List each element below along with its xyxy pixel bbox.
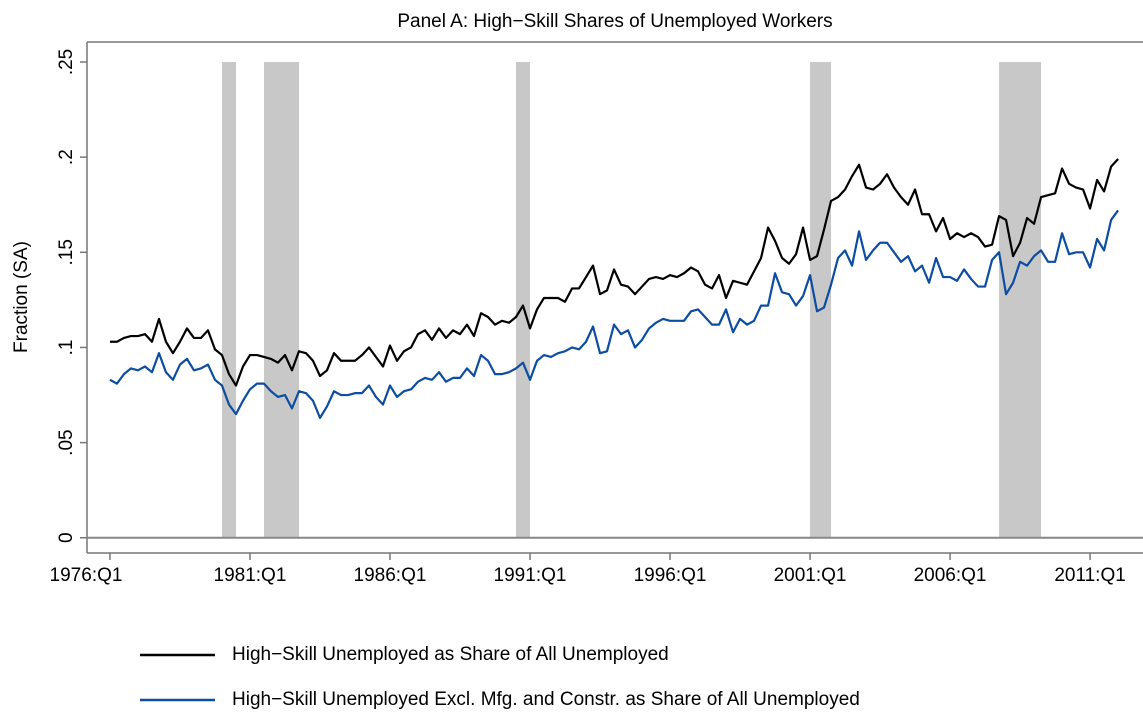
series-line (109, 209, 1119, 419)
legend-label: High−Skill Unemployed as Share of All Un… (232, 644, 669, 665)
chart-title: Panel A: High−Skill Shares of Unemployed… (397, 11, 832, 32)
recession-shade (999, 61, 1042, 538)
y-tick-label: .1 (56, 340, 77, 356)
y-tick-label: .2 (56, 149, 77, 165)
recession-shade (810, 61, 832, 538)
y-tick-label: .15 (56, 239, 77, 265)
x-tick-label: 2011:Q1 (1054, 565, 1125, 586)
x-tick-label: 2006:Q1 (914, 565, 987, 586)
x-tick-label: 1976:Q1 (50, 565, 123, 586)
x-tick-label: 1991:Q1 (494, 565, 567, 586)
recession-shade (221, 61, 236, 538)
recession-shade (263, 61, 299, 538)
x-tick-label: 1981:Q1 (214, 565, 287, 586)
y-tick-label: .05 (56, 429, 77, 455)
legend-label: High−Skill Unemployed Excl. Mfg. and Con… (232, 689, 860, 710)
x-tick-label: 2001:Q1 (774, 565, 847, 586)
y-tick-label: .25 (56, 49, 77, 75)
y-tick-label: 0 (56, 532, 77, 543)
x-tick-label: 1996:Q1 (634, 565, 707, 586)
recession-shade (516, 61, 531, 538)
series-line (109, 158, 1119, 387)
x-tick-label: 1986:Q1 (354, 565, 427, 586)
y-axis-label: Fraction (SA) (11, 241, 32, 353)
